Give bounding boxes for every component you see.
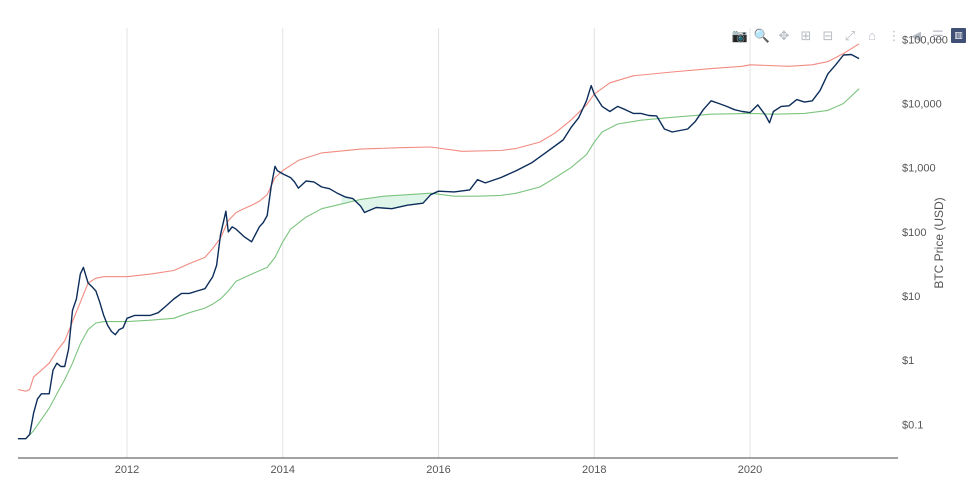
lower-series-line bbox=[25, 88, 860, 440]
x-tick-label: 2014 bbox=[271, 464, 295, 476]
x-tick-label: 2012 bbox=[115, 464, 139, 476]
y-tick-label: $100 bbox=[902, 227, 926, 239]
camera-icon[interactable]: 📷 bbox=[731, 27, 749, 43]
x-tick-label: 2018 bbox=[582, 464, 606, 476]
y-tick-label: $1 bbox=[902, 355, 914, 367]
zoom-in-icon[interactable]: ⊞ bbox=[800, 27, 812, 43]
plot-modebar: 📷 🔍 ✥ ⊞ ⊟ ⤢ ⌂ ⋮ ◀ ☰ ▥ bbox=[731, 26, 966, 44]
upper-series-line bbox=[17, 43, 860, 392]
spike-lines-icon[interactable]: ⋮ bbox=[887, 27, 901, 43]
x-grid bbox=[126, 28, 751, 458]
x-tick-label: 2016 bbox=[426, 464, 450, 476]
zoom-icon[interactable]: 🔍 bbox=[753, 27, 771, 43]
hover-closest-icon[interactable]: ◀ bbox=[911, 27, 921, 43]
y-tick-label: $10,000 bbox=[902, 98, 942, 110]
y-tick-label: $100,000 bbox=[902, 34, 948, 46]
buy-zone-fill bbox=[341, 193, 433, 213]
x-tick-label: 2020 bbox=[738, 464, 762, 476]
pan-icon[interactable]: ✥ bbox=[778, 27, 790, 43]
plotly-logo-icon[interactable]: ▥ bbox=[951, 27, 966, 43]
y-tick-label: $0.1 bbox=[902, 419, 923, 431]
y-axis-title: BTC Price (USD) bbox=[932, 197, 946, 288]
y-tick-label: $10 bbox=[902, 291, 920, 303]
y-tick-labels: $0.1 $1 $10 $100 $1,000 $10,000 $100,000 bbox=[902, 34, 948, 431]
x-tick-labels: 2012 2014 2016 2018 2020 bbox=[115, 464, 762, 476]
hover-compare-icon[interactable]: ☰ bbox=[932, 27, 944, 43]
series-layer bbox=[17, 43, 860, 440]
zoom-out-icon[interactable]: ⊟ bbox=[822, 27, 834, 43]
y-tick-label: $1,000 bbox=[902, 163, 936, 175]
buy-zone-area bbox=[341, 193, 433, 213]
autoscale-icon[interactable]: ⤢ bbox=[844, 27, 856, 43]
price-series-line bbox=[18, 53, 860, 440]
home-icon[interactable]: ⌂ bbox=[868, 27, 876, 43]
